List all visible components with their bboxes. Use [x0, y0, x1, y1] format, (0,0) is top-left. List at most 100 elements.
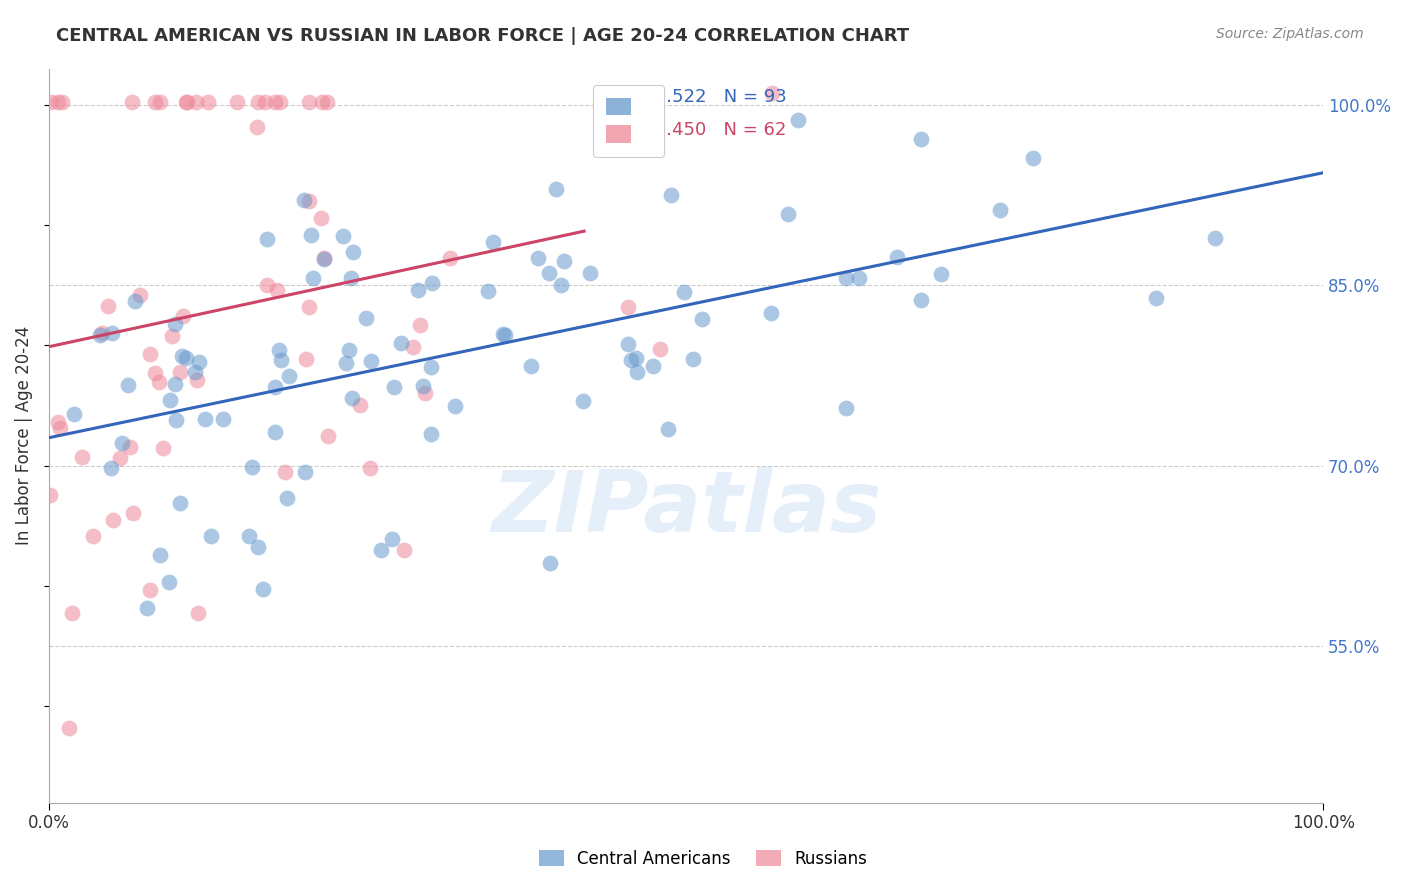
Point: [163, 317, 186, 331]
Point: [247, 541, 270, 555]
Point: [184, 95, 207, 110]
Point: [835, 401, 858, 415]
Point: [82, 529, 104, 543]
Point: [579, 266, 602, 280]
Point: [89, 328, 111, 343]
Point: [298, 95, 321, 110]
Text: CENTRAL AMERICAN VS RUSSIAN IN LABOR FORCE | AGE 20-24 CORRELATION CHART: CENTRAL AMERICAN VS RUSSIAN IN LABOR FOR…: [56, 27, 910, 45]
Point: [641, 359, 664, 373]
Point: [337, 343, 360, 357]
Point: [332, 229, 354, 244]
Point: [174, 95, 197, 110]
Point: [266, 283, 288, 297]
Point: [682, 351, 704, 366]
Point: [91, 326, 114, 340]
Point: [269, 95, 291, 110]
Point: [97, 299, 120, 313]
Point: [136, 601, 159, 615]
Point: [294, 193, 316, 207]
Point: [315, 95, 337, 110]
Point: [616, 337, 638, 351]
Point: [148, 375, 170, 389]
Point: [439, 251, 461, 265]
Point: [657, 422, 679, 436]
Point: [264, 95, 287, 110]
Point: [335, 356, 357, 370]
Point: [277, 369, 299, 384]
Point: [550, 278, 572, 293]
Point: [886, 250, 908, 264]
Point: [988, 203, 1011, 218]
Point: [111, 436, 134, 450]
Point: [246, 120, 269, 134]
Point: [157, 575, 180, 590]
Point: [149, 548, 172, 562]
Point: [420, 276, 443, 290]
Point: [626, 366, 648, 380]
Point: [39, 95, 62, 110]
Point: [420, 359, 443, 374]
Point: [553, 254, 575, 268]
Point: [477, 284, 499, 298]
Point: [672, 285, 695, 299]
Point: [910, 132, 932, 146]
Point: [274, 465, 297, 479]
Point: [316, 429, 339, 443]
Point: [63, 407, 86, 421]
Point: [776, 207, 799, 221]
Point: [51, 95, 73, 110]
Point: [276, 491, 298, 505]
Point: [690, 311, 713, 326]
Point: [143, 95, 166, 110]
Point: [420, 426, 443, 441]
Point: [170, 349, 193, 363]
Point: [835, 271, 858, 285]
Point: [572, 394, 595, 409]
Point: [929, 267, 952, 281]
Point: [124, 293, 146, 308]
Point: [46, 95, 69, 110]
Point: [298, 300, 321, 314]
Point: [58, 721, 80, 735]
Point: [108, 451, 131, 466]
Legend: Central Americans, Russians: Central Americans, Russians: [533, 844, 873, 875]
Point: [165, 376, 187, 391]
Point: [1144, 291, 1167, 305]
Point: [60, 606, 83, 620]
Point: [342, 392, 364, 406]
Point: [256, 232, 278, 246]
Point: [299, 227, 322, 242]
Point: [211, 412, 233, 426]
Point: [174, 351, 197, 365]
Legend:  ,  : ,: [593, 85, 664, 157]
Point: [349, 398, 371, 412]
Point: [492, 326, 515, 341]
Point: [129, 288, 152, 302]
Point: [184, 365, 207, 379]
Point: [616, 300, 638, 314]
Point: [122, 506, 145, 520]
Point: [169, 495, 191, 509]
Point: [121, 95, 143, 110]
Point: [100, 460, 122, 475]
Point: [247, 95, 270, 110]
Point: [381, 532, 404, 546]
Point: [848, 271, 870, 285]
Point: [359, 461, 381, 475]
Point: [406, 283, 429, 297]
Point: [312, 252, 335, 267]
Point: [298, 194, 321, 208]
Y-axis label: In Labor Force | Age 20-24: In Labor Force | Age 20-24: [15, 326, 32, 545]
Text: R = 0.522   N = 93: R = 0.522 N = 93: [616, 87, 787, 105]
Point: [527, 251, 550, 265]
Point: [520, 359, 543, 374]
Point: [256, 277, 278, 292]
Point: [392, 542, 415, 557]
Point: [759, 306, 782, 320]
Point: [200, 529, 222, 543]
Point: [252, 582, 274, 597]
Point: [538, 556, 561, 570]
Point: [187, 606, 209, 620]
Point: [294, 351, 316, 366]
Point: [169, 365, 191, 379]
